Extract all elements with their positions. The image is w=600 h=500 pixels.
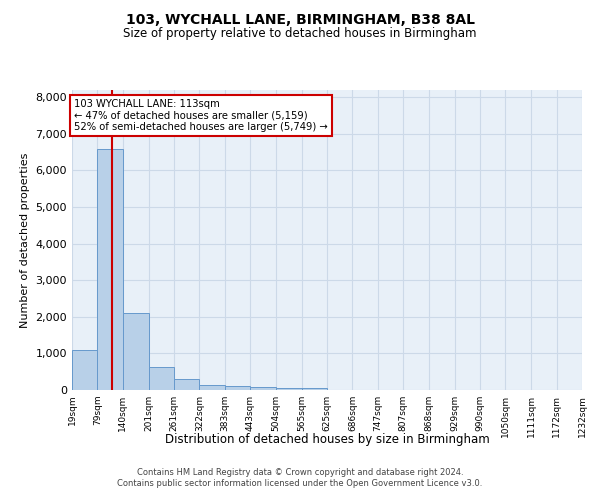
Text: 103 WYCHALL LANE: 113sqm
← 47% of detached houses are smaller (5,159)
52% of sem: 103 WYCHALL LANE: 113sqm ← 47% of detach…: [74, 99, 328, 132]
Y-axis label: Number of detached properties: Number of detached properties: [20, 152, 30, 328]
Bar: [149, 368, 174, 390]
Bar: [199, 384, 225, 390]
Bar: [302, 388, 327, 390]
Bar: [72, 350, 97, 390]
Bar: [97, 148, 123, 390]
Text: 103, WYCHALL LANE, BIRMINGHAM, B38 8AL: 103, WYCHALL LANE, BIRMINGHAM, B38 8AL: [125, 12, 475, 26]
Bar: [123, 313, 149, 390]
Text: Size of property relative to detached houses in Birmingham: Size of property relative to detached ho…: [123, 28, 477, 40]
Bar: [276, 388, 302, 390]
Bar: [250, 388, 276, 390]
Bar: [225, 386, 250, 390]
Bar: [174, 379, 199, 390]
Text: Distribution of detached houses by size in Birmingham: Distribution of detached houses by size …: [164, 432, 490, 446]
Text: Contains HM Land Registry data © Crown copyright and database right 2024.
Contai: Contains HM Land Registry data © Crown c…: [118, 468, 482, 487]
